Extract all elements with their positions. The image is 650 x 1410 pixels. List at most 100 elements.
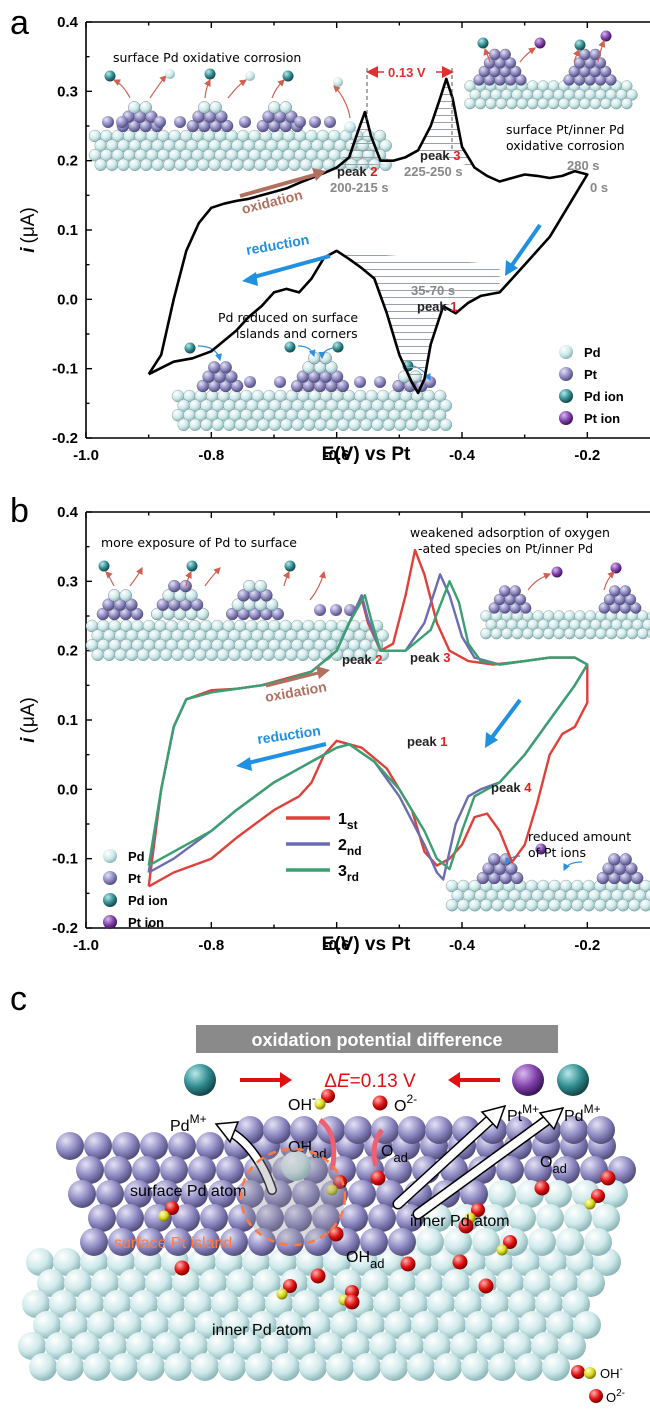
legend-swatch <box>103 849 117 863</box>
pd-atom-sphere <box>272 1353 300 1381</box>
pd-atom-sphere <box>261 1332 289 1360</box>
note-pd-reduced-1: Pd reduced on surface <box>218 310 358 325</box>
pd-atom-sphere <box>504 1332 532 1360</box>
atom-sphere <box>296 648 310 661</box>
atom-sphere <box>574 627 586 640</box>
legend-oh-label: OH- <box>600 1364 623 1381</box>
atom-sphere <box>333 77 343 87</box>
atom-sphere <box>639 899 650 912</box>
atom-sphere <box>139 101 152 114</box>
atom-sphere <box>568 97 581 110</box>
time-peak3: 225-250 s <box>404 164 463 179</box>
pd-atom-sphere <box>438 1311 466 1339</box>
atom-sphere <box>515 74 527 86</box>
atom-sphere <box>490 627 503 640</box>
pd-atom-sphere <box>573 1311 601 1339</box>
note-surface-pd-corrosion: surface Pd oxidative corrosion <box>113 50 301 65</box>
atom-sphere <box>522 627 534 640</box>
pd-atom-sphere <box>415 1269 443 1297</box>
pd-atom-sphere <box>523 1269 551 1297</box>
atom-sphere <box>205 648 218 661</box>
pd-atom-sphere <box>600 1180 628 1208</box>
pd-atom-sphere <box>33 1311 61 1339</box>
series-line-1 <box>147 77 589 395</box>
pt-atom-sphere <box>384 1156 412 1184</box>
pt-atom-sphere <box>168 1132 196 1160</box>
pd-atom-sphere <box>528 1228 556 1256</box>
atom-sphere <box>245 418 259 431</box>
pd-atom-sphere <box>49 1290 77 1318</box>
ion-path-arrow <box>527 572 552 591</box>
peak-3-label-b: peak 3 <box>410 650 451 665</box>
pt-ion <box>534 37 546 49</box>
ion-path-arrow <box>563 861 583 872</box>
pd-ion-top-right <box>557 1064 589 1096</box>
banner-text: oxidation potential difference <box>251 1030 502 1050</box>
atom-sphere <box>230 379 244 393</box>
atom-sphere <box>125 598 138 611</box>
atom-sphere <box>626 89 638 101</box>
atom-sphere <box>504 57 517 69</box>
reduction-arrow-a <box>242 254 331 286</box>
pt-atom-sphere <box>136 1228 164 1256</box>
pt-atom-sphere <box>496 1156 524 1184</box>
atom-sphere <box>630 602 642 614</box>
atom-sphere <box>279 101 292 114</box>
pd-atom-sphere <box>431 1248 459 1276</box>
atom-sphere <box>190 598 204 611</box>
atom-sphere <box>243 579 256 593</box>
panel-a-axes: -0.2 -0.1 0.0 0.1 0.2 0.3 0.4 -1.0 -0.8 -0.6 -0.4 -… <box>18 14 650 465</box>
oh-oxygen <box>503 1235 517 1249</box>
pd-atom-sphere <box>110 1353 138 1381</box>
y-tick-label: -0.1 <box>52 851 78 868</box>
panel-c: c oxidation potential difference ΔE=0.13… <box>10 980 636 1405</box>
pt-atom-sphere <box>425 1116 453 1144</box>
atom-sphere <box>589 97 602 110</box>
atom-sphere <box>309 116 321 128</box>
atom-sphere <box>325 361 338 374</box>
legend-h-sphere <box>584 1367 596 1379</box>
atom-sphere <box>439 418 453 431</box>
atom-sphere <box>308 351 321 365</box>
atom-sphere <box>480 899 493 912</box>
label-surface-pt-island: surface Pt island <box>114 1235 232 1252</box>
legend-swatch <box>559 411 573 425</box>
atom-sphere <box>605 899 618 912</box>
ion-path-arrow <box>149 75 167 99</box>
atom-sphere <box>174 116 186 128</box>
atom-sphere <box>194 648 207 661</box>
atom-sphere <box>532 627 544 640</box>
atom-sphere <box>434 409 447 422</box>
pt-atom-sphere <box>344 1116 372 1144</box>
atom-sphere <box>215 110 228 123</box>
o-adsorption-arrow <box>371 1128 385 1167</box>
note-reduced-amount-2: of Pt ions <box>528 845 586 860</box>
atom-sphere <box>582 899 595 912</box>
pd-ion <box>477 37 489 49</box>
atom-sphere <box>245 71 255 81</box>
pt-atom-sphere <box>220 1228 248 1256</box>
note-pt-inner-pd-1: surface Pt/inner Pd <box>506 122 624 137</box>
pd-atom-sphere <box>380 1353 408 1381</box>
pt-atom-sphere <box>56 1132 84 1160</box>
pd-atom-sphere <box>562 1290 590 1318</box>
atom-sphere <box>514 899 527 912</box>
atom-sphere <box>197 158 210 171</box>
surface-pt-island-outline <box>239 1147 347 1247</box>
pt-atom-sphere <box>132 1156 160 1184</box>
pd-atom-sphere <box>536 1204 564 1232</box>
atom-sphere <box>337 418 350 431</box>
delta-label-c: ΔE=0.13 V <box>324 1071 416 1092</box>
label-oh-minus: OH- <box>288 1091 316 1114</box>
label-oh-ad-2: OHad <box>346 1249 384 1271</box>
atom-sphere <box>208 158 221 171</box>
atom-sphere <box>630 871 644 885</box>
pd-atom-sphere <box>434 1353 462 1381</box>
atom-sphere <box>128 158 142 171</box>
panel-c-legend: OH- O2- <box>571 1364 625 1405</box>
atom-sphere <box>373 129 387 143</box>
panel-a-legend: Pd Pt Pd ion Pt ion <box>559 345 624 426</box>
o-adatom <box>372 1095 388 1111</box>
atom-sphere <box>639 879 650 893</box>
pd-atom-sphere <box>535 1290 563 1318</box>
